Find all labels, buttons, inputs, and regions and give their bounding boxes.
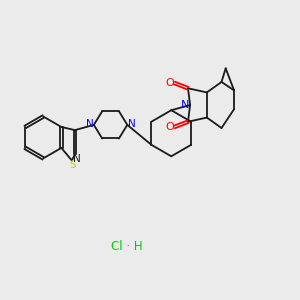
Text: N: N [128, 119, 135, 129]
Text: O: O [166, 122, 175, 132]
Text: O: O [166, 78, 175, 88]
Text: S: S [70, 160, 76, 170]
Text: Cl · H: Cl · H [111, 240, 143, 253]
Text: N: N [86, 119, 94, 129]
Text: N: N [73, 154, 81, 164]
Text: N: N [181, 100, 189, 110]
